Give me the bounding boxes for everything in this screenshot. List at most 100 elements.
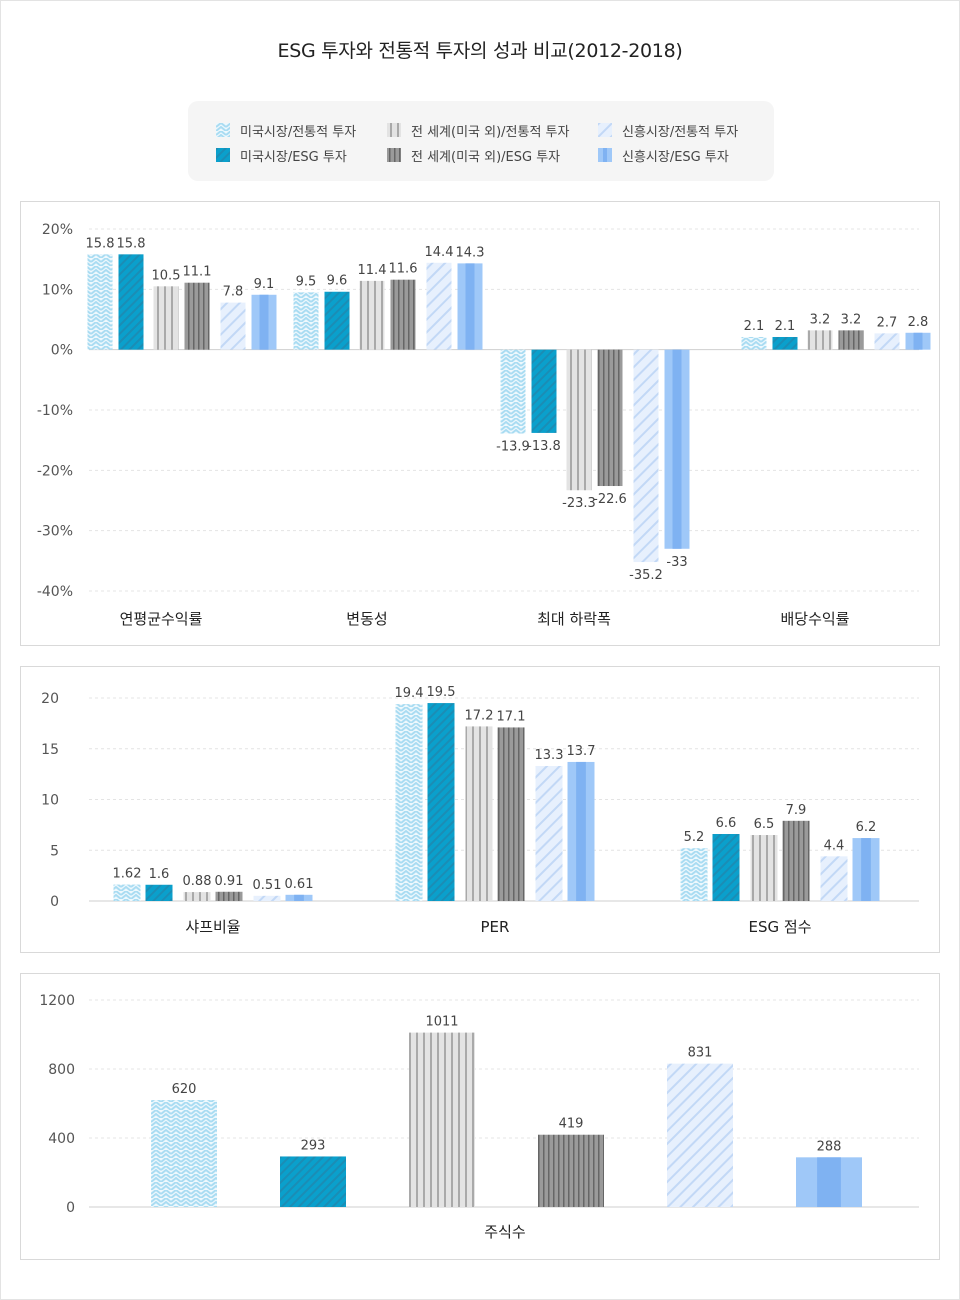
bar-us-trad xyxy=(293,292,319,350)
panel-valuation: 20 15 10 5 0 샤프비율 1.62 1.6 0.88 0.91 0.51 0.61 PER 19… xyxy=(20,666,940,953)
y-tick-label: 0 xyxy=(50,894,59,910)
data-label: -23.3 xyxy=(562,496,596,511)
bar-em-trad xyxy=(874,333,900,350)
chart-title: ESG 투자와 전통적 투자의 성과 비교(2012-2018) xyxy=(277,40,683,62)
bar-us-esg xyxy=(531,349,557,433)
data-label: 4.4 xyxy=(824,838,845,853)
legend-swatch-graphic xyxy=(216,148,230,162)
legend-swatch-us-trad xyxy=(216,123,230,137)
data-label: 3.2 xyxy=(810,312,831,327)
bar-world-trad xyxy=(465,726,493,901)
bar-world-trad xyxy=(153,286,179,350)
bar-us-esg xyxy=(712,834,740,901)
data-label: 13.7 xyxy=(567,744,596,759)
stock-count-chart: 1200 800 400 0 주식수 620 293 1011 419 831 288 xyxy=(39,993,919,1241)
data-label: 17.1 xyxy=(497,709,526,724)
bar-world-esg xyxy=(215,891,243,901)
bar-em-esg xyxy=(664,349,690,549)
data-label: 5.2 xyxy=(684,830,705,845)
bar-world-esg xyxy=(782,820,810,901)
bar-us-trad xyxy=(151,1100,217,1207)
legend-swatch-graphic xyxy=(387,148,401,162)
legend-label: 미국시장/전통적 투자 xyxy=(240,124,357,140)
data-label: 1.6 xyxy=(149,867,170,882)
legend-label: 전 세계(미국 외)/전통적 투자 xyxy=(411,124,570,140)
panel-returns: 20% 10% 0% -10% -20% -30% -40% 연평균수익률 15.8 15.8 10… xyxy=(20,201,940,646)
data-label: 293 xyxy=(301,1138,326,1153)
y-tick-label: -40% xyxy=(37,584,73,600)
data-label: 15.8 xyxy=(86,236,115,251)
data-label: 2.1 xyxy=(744,319,765,334)
bar-em-esg xyxy=(457,263,483,350)
bar-us-trad xyxy=(113,884,141,901)
data-label: 14.4 xyxy=(425,245,454,260)
bar-world-esg xyxy=(597,349,623,487)
data-label: -13.9 xyxy=(496,440,530,455)
legend-swatch-graphic xyxy=(598,148,612,162)
data-label: 13.3 xyxy=(535,748,564,763)
data-label: 6.2 xyxy=(856,820,877,835)
y-tick-label: -30% xyxy=(37,524,73,540)
legend: 미국시장/전통적 투자 전 세계(미국 외)/전통적 투자 신흥시장/전통적 투… xyxy=(188,101,774,181)
bar-us-trad xyxy=(680,848,708,901)
valuation-chart: 20 15 10 5 0 샤프비율 1.62 1.6 0.88 0.91 0.51 0.61 PER 19… xyxy=(41,685,919,936)
legend-swatch-graphic xyxy=(598,123,612,137)
data-label: 0.51 xyxy=(253,878,282,893)
data-label: 3.2 xyxy=(841,312,862,327)
category-label: PER xyxy=(481,918,510,936)
legend-swatch-us-esg xyxy=(216,148,230,162)
y-tick-label: 20 xyxy=(41,691,59,707)
data-label: 17.2 xyxy=(465,708,494,723)
y-tick-label: 20% xyxy=(42,222,73,238)
category-label: 배당수익률 xyxy=(780,610,849,628)
bar-em-trad xyxy=(426,262,452,350)
legend-label: 신흥시장/전통적 투자 xyxy=(622,124,739,140)
data-label: -33 xyxy=(666,555,687,570)
data-label: 19.4 xyxy=(395,686,424,701)
legend-swatch-graphic xyxy=(216,123,230,137)
panel-stock-count: 1200 800 400 0 주식수 620 293 1011 419 831 288 xyxy=(20,973,940,1260)
legend-swatch-em-trad xyxy=(598,123,612,137)
bar-us-esg xyxy=(772,336,798,350)
legend-swatch-graphic xyxy=(387,123,401,137)
bar-world-esg xyxy=(838,330,864,350)
bar-us-trad xyxy=(500,349,526,434)
legend-label: 전 세계(미국 외)/ESG 투자 xyxy=(411,149,561,165)
y-tick-label: 1200 xyxy=(39,993,75,1009)
data-label: 2.1 xyxy=(775,319,796,334)
legend-item-us-trad: 미국시장/전통적 투자 xyxy=(216,121,357,140)
y-tick-label: -10% xyxy=(37,403,73,419)
returns-chart: 20% 10% 0% -10% -20% -30% -40% 연평균수익률 15.8 15.8 10… xyxy=(37,222,931,628)
data-label: 2.8 xyxy=(908,315,929,330)
data-label: 831 xyxy=(688,1046,713,1061)
bar-em-trad xyxy=(535,766,563,901)
y-tick-label: 0 xyxy=(66,1200,75,1216)
data-label: 0.61 xyxy=(285,877,314,892)
bar-world-trad xyxy=(807,330,833,350)
bar-us-esg xyxy=(118,254,144,350)
bar-em-esg xyxy=(285,894,313,901)
data-label: 19.5 xyxy=(427,685,456,700)
bar-world-esg xyxy=(390,279,416,350)
y-tick-label: 15 xyxy=(41,742,59,758)
data-label: 6.6 xyxy=(716,816,737,831)
data-label: 419 xyxy=(559,1117,584,1132)
data-label: 288 xyxy=(817,1139,842,1154)
bar-us-trad xyxy=(741,336,767,350)
bar-world-trad xyxy=(566,349,592,491)
data-label: 0.88 xyxy=(183,874,212,889)
data-label: -13.8 xyxy=(527,439,561,454)
category-label: 샤프비율 xyxy=(185,918,240,936)
bar-em-esg xyxy=(567,761,595,901)
y-tick-label: -20% xyxy=(37,463,73,479)
legend-item-em-esg: 신흥시장/ESG 투자 xyxy=(598,146,729,165)
legend-item-us-esg: 미국시장/ESG 투자 xyxy=(216,146,347,165)
y-tick-label: 800 xyxy=(48,1062,75,1078)
y-tick-label: 400 xyxy=(48,1131,75,1147)
legend-swatch-world-trad xyxy=(387,123,401,137)
data-label: 9.6 xyxy=(327,274,348,289)
legend-label: 미국시장/ESG 투자 xyxy=(240,149,347,165)
bar-em-esg xyxy=(905,332,931,350)
bar-em-esg xyxy=(796,1157,862,1207)
data-label: 9.5 xyxy=(296,274,317,289)
